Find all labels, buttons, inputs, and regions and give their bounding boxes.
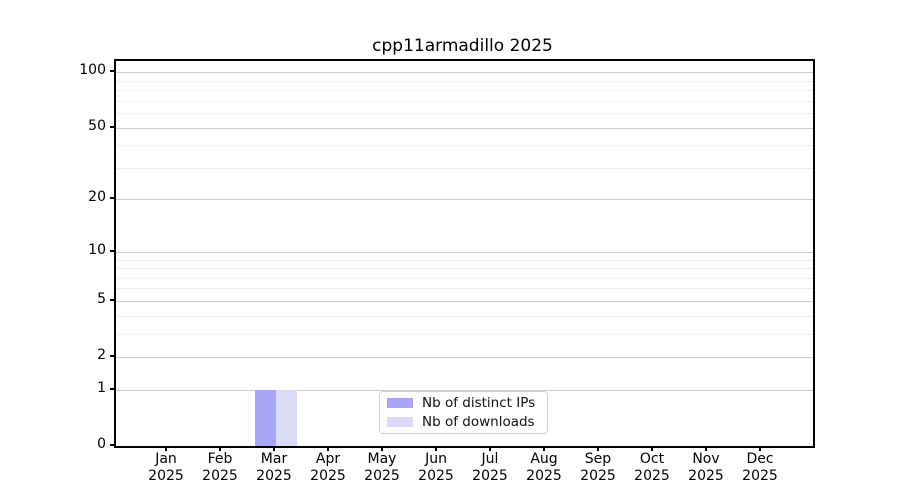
y-axis-tick-mark (110, 70, 116, 73)
x-axis-tick-label: Jan 2025 (148, 451, 184, 484)
legend: Nb of distinct IPs Nb of downloads (379, 391, 548, 434)
legend-swatch (387, 416, 413, 427)
bar-downloads (276, 389, 297, 446)
y-axis-tick-label: 1 (97, 379, 106, 396)
x-axis-tick-mark (219, 446, 221, 451)
gridline-minor (116, 277, 813, 279)
x-axis-tick-label: Sep 2025 (580, 451, 616, 484)
gridline-major (116, 199, 813, 201)
y-axis-tick-label: 50 (88, 117, 106, 134)
legend-label: Nb of downloads (422, 413, 535, 430)
x-axis-tick-mark (165, 446, 167, 451)
x-axis-tick-mark (381, 446, 383, 451)
gridline-major (116, 127, 813, 129)
x-axis-tick-label: Aug 2025 (526, 451, 562, 484)
gridline-minor (116, 288, 813, 290)
gridline-major (116, 300, 813, 302)
y-axis-tick-mark (110, 298, 116, 301)
y-axis-tick-mark (110, 197, 116, 200)
gridline-minor (116, 268, 813, 270)
y-axis-tick-label: 20 (88, 189, 106, 206)
x-axis-tick-label: Jul 2025 (472, 451, 508, 484)
x-axis-tick-mark (435, 446, 437, 451)
x-axis-tick-label: Apr 2025 (310, 451, 346, 484)
gridline-major (116, 72, 813, 74)
y-axis-tick-label: 0 (97, 436, 106, 452)
legend-item: Nb of downloads (387, 414, 541, 430)
gridline-major (116, 389, 813, 391)
gridline-minor (116, 315, 813, 317)
gridline-minor (116, 90, 813, 92)
gridline-minor (116, 167, 813, 169)
y-axis-tick-mark (110, 444, 116, 446)
gridline-minor (116, 113, 813, 115)
y-axis-tick-mark (110, 355, 116, 358)
plot-area (114, 59, 815, 448)
y-axis-tick-label: 5 (97, 290, 106, 307)
y-axis-tick-mark (110, 125, 116, 128)
legend-swatch (387, 398, 413, 409)
gridline-minor (116, 145, 813, 147)
y-axis-tick-label: 10 (88, 241, 106, 258)
x-axis-tick-label: Jun 2025 (418, 451, 454, 484)
y-axis-tick-mark (110, 387, 116, 390)
x-axis-tick-label: May 2025 (364, 451, 400, 484)
bar-distinct-ips (255, 389, 276, 446)
x-axis-tick-label: Dec 2025 (742, 451, 778, 484)
chart-title: cpp11armadillo 2025 (372, 36, 553, 56)
y-axis-tick-label: 100 (79, 62, 106, 79)
x-axis-tick-label: Feb 2025 (202, 451, 238, 484)
x-axis-tick-label: Oct 2025 (634, 451, 670, 484)
gridline-minor (116, 333, 813, 335)
x-axis-tick-label: Mar 2025 (256, 451, 292, 484)
gridline-major (116, 251, 813, 253)
x-axis-tick-mark (759, 446, 761, 451)
y-axis-tick-mark (110, 249, 116, 252)
x-axis-tick-mark (489, 446, 491, 451)
legend-item: Nb of distinct IPs (387, 395, 541, 411)
x-axis-tick-label: Nov 2025 (688, 451, 724, 484)
x-axis-tick-mark (651, 446, 653, 451)
legend-label: Nb of distinct IPs (422, 395, 536, 412)
x-axis-tick-mark (705, 446, 707, 451)
x-axis-tick-mark (327, 446, 329, 451)
x-axis-tick-mark (273, 446, 275, 451)
gridline-major (116, 357, 813, 359)
gridline-minor (116, 80, 813, 82)
gridline-minor (116, 100, 813, 102)
y-axis-tick-label: 2 (97, 347, 106, 364)
x-axis-tick-mark (597, 446, 599, 451)
x-axis-tick-mark (543, 446, 545, 451)
gridline-minor (116, 259, 813, 261)
